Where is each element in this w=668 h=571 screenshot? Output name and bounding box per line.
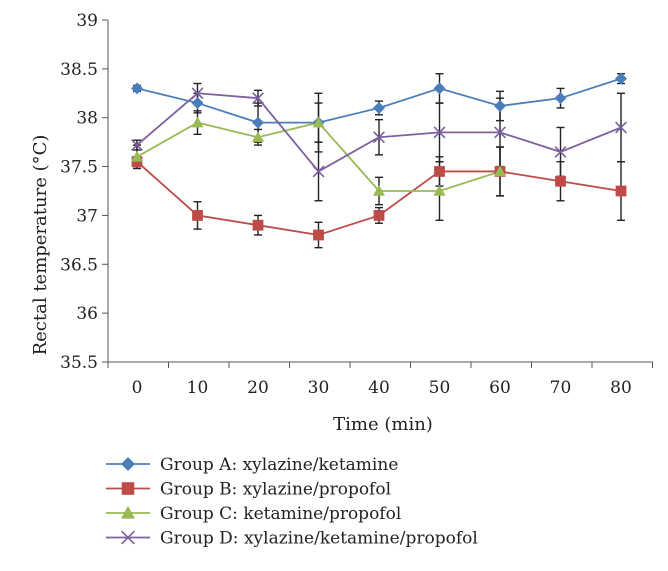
data-point: [252, 116, 264, 129]
data-point: [555, 175, 566, 187]
y-tick-label: 37: [76, 206, 98, 226]
x-tick-label: 80: [610, 378, 632, 398]
data-point: [192, 210, 203, 221]
data-point: [131, 150, 143, 162]
marker-stroke: [615, 121, 627, 134]
data-point: [554, 92, 567, 105]
x-tick-label: 10: [187, 378, 209, 398]
chart-legend: Group A: xylazine/ketamine Group B: xylaz…: [106, 455, 478, 549]
marker-stroke: [252, 92, 264, 105]
legend-marker: [121, 482, 135, 495]
legend-marker: [121, 457, 135, 471]
y-tick-label: 38: [76, 109, 98, 129]
y-axis-title: Rectal temperature (°C): [30, 135, 51, 356]
legend-item: Group C: ketamine/propofol: [106, 504, 401, 524]
data-point: [373, 101, 385, 114]
marker-stroke: [494, 126, 506, 139]
legend-item: Group A: xylazine/ketamine: [106, 455, 398, 475]
data-point: [494, 165, 506, 177]
data-point: [494, 126, 506, 139]
data-point: [312, 116, 325, 128]
marker-stroke: [373, 131, 385, 144]
data-point: [433, 82, 446, 95]
legend-label: Group A: xylazine/ketamine: [160, 455, 398, 475]
legend-label: Group D: xylazine/ketamine/propofol: [160, 529, 478, 549]
marker-stroke: [191, 87, 204, 100]
data-point: [433, 185, 446, 196]
x-tick-label: 40: [368, 378, 390, 398]
data-point: [313, 229, 324, 241]
data-point: [615, 185, 627, 197]
legend-item: Group D: xylazine/ketamine/propofol: [106, 529, 478, 549]
y-tick-label: 36: [76, 304, 98, 324]
legend-marker: [121, 530, 135, 545]
x-tick-label: 20: [247, 378, 269, 398]
y-tick-label: 39: [76, 11, 98, 31]
marker-stroke: [554, 145, 567, 158]
y-tick-label: 37.5: [60, 158, 98, 178]
data-point: [252, 92, 264, 105]
y-tick-label: 36.5: [60, 255, 98, 275]
x-tick-label: 50: [429, 378, 451, 398]
x-tick-label: 60: [489, 378, 511, 398]
data-point: [191, 87, 204, 100]
data-point: [434, 166, 445, 177]
chart-axes: 35.5 36 36.5 37 37.5 38 38.5 39 0 10 20 30 40 50 60 70 8…: [60, 11, 653, 398]
marker-stroke: [131, 139, 143, 152]
data-point: [191, 116, 204, 128]
data-point: [373, 185, 385, 196]
data-point: [373, 210, 385, 221]
series-markers: [131, 72, 627, 241]
data-point: [252, 219, 264, 231]
data-point: [433, 126, 446, 139]
data-point: [131, 139, 143, 152]
legend-marker: [121, 506, 135, 519]
marker-stroke: [433, 126, 446, 139]
data-point: [131, 156, 143, 168]
marker-stroke: [312, 165, 325, 178]
x-tick-label: 0: [132, 378, 143, 398]
y-tick-label: 38.5: [60, 60, 98, 80]
data-point: [252, 131, 264, 143]
data-point: [312, 165, 325, 178]
data-point: [373, 131, 385, 144]
data-point: [191, 97, 204, 110]
x-tick-label: 70: [550, 378, 572, 398]
data-point: [131, 82, 143, 95]
data-point: [554, 145, 567, 158]
data-point: [494, 99, 506, 112]
data-point: [615, 121, 627, 134]
legend-item: Group B: xylazine/propofol: [106, 480, 391, 500]
x-tick-label: 30: [308, 378, 330, 398]
y-tick-label: 35.5: [60, 353, 98, 373]
legend-label: Group C: ketamine/propofol: [160, 504, 401, 524]
legend-label: Group B: xylazine/propofol: [160, 480, 391, 500]
data-point: [615, 72, 627, 85]
x-axis-title: Time (min): [333, 414, 433, 435]
marker-stroke: [121, 530, 135, 545]
